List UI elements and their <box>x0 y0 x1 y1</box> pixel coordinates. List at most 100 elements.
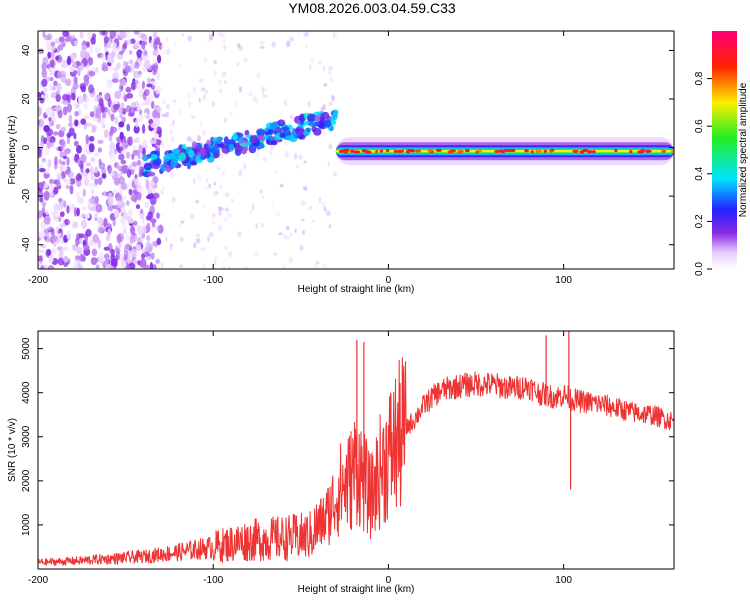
noise-cell <box>146 255 152 261</box>
noise-cell <box>283 100 288 106</box>
noise-cell <box>152 109 158 119</box>
noise-cell <box>72 221 78 229</box>
noise-cell <box>202 205 207 209</box>
noise-cell <box>146 188 152 194</box>
noise-cell <box>271 41 276 48</box>
noise-cell <box>80 219 87 229</box>
noise-cell <box>186 136 192 142</box>
tone-cell <box>146 171 156 177</box>
tone-peak <box>478 149 482 153</box>
noise-cell <box>135 73 143 79</box>
noise-cell <box>65 78 72 87</box>
noise-cell <box>120 102 125 109</box>
noise-cell <box>68 114 73 124</box>
noise-cell <box>38 191 44 199</box>
noise-cell <box>84 213 91 219</box>
snr-ticks: -200 -100 0 100 5000 4000 3000 2000 1000 <box>21 331 674 586</box>
noise-cell <box>156 212 160 219</box>
noise-cell <box>95 203 103 213</box>
x-tick-label: 0 <box>386 275 392 286</box>
noise-cell <box>41 206 46 216</box>
noise-cell <box>172 120 175 125</box>
tone-peak <box>499 150 506 154</box>
noise-cell <box>38 48 45 54</box>
noise-cell <box>243 266 249 269</box>
noise-cell <box>234 101 237 108</box>
x-tick-label: 100 <box>555 575 572 586</box>
noise-cell <box>56 45 61 54</box>
noise-cell <box>236 61 239 67</box>
noise-cell <box>160 262 164 269</box>
noise-cell <box>88 70 96 77</box>
noise-cell <box>136 49 143 58</box>
noise-cell <box>198 97 201 103</box>
noise-cell <box>58 216 62 223</box>
tone-peak <box>362 149 368 153</box>
noise-cell <box>47 51 52 59</box>
noise-cell <box>60 202 64 209</box>
noise-cell <box>284 140 289 146</box>
noise-cell <box>62 165 68 171</box>
noise-cell <box>153 192 160 199</box>
x-tick-label: 100 <box>555 275 572 286</box>
noise-cell <box>76 246 83 255</box>
noise-cell <box>90 157 96 162</box>
tone-peak <box>343 150 349 154</box>
noise-cell <box>120 215 126 224</box>
noise-cell <box>101 173 107 179</box>
noise-cell <box>48 117 52 122</box>
noise-cell <box>76 61 82 66</box>
tone-cell <box>267 128 274 135</box>
noise-cell <box>71 40 75 46</box>
noise-cell <box>140 225 147 234</box>
noise-cell <box>94 152 100 157</box>
noise-cell <box>180 236 184 243</box>
tone-cell <box>240 142 247 148</box>
noise-cell <box>139 152 143 162</box>
noise-cell <box>76 145 82 154</box>
noise-cell <box>161 186 167 191</box>
noise-cell <box>68 127 75 136</box>
noise-cell <box>282 264 285 269</box>
noise-cell <box>145 241 150 250</box>
noise-cell <box>38 262 41 268</box>
snr-x-label: Height of straight line (km) <box>298 584 415 595</box>
noise-cell <box>333 171 337 177</box>
noise-cell <box>97 238 102 249</box>
noise-cell <box>38 210 43 218</box>
noise-cell <box>80 118 86 125</box>
noise-cell <box>136 159 141 166</box>
noise-cell <box>73 207 78 217</box>
noise-cell <box>128 59 134 65</box>
noise-cell <box>51 234 58 242</box>
noise-cell <box>57 246 63 251</box>
noise-cell <box>38 146 42 156</box>
noise-cell <box>327 160 331 167</box>
noise-cell <box>60 126 67 132</box>
tone-cell <box>244 129 250 136</box>
noise-cell <box>59 149 64 159</box>
noise-cell <box>314 262 318 269</box>
noise-cell <box>60 144 65 152</box>
noise-cell <box>73 102 78 109</box>
noise-cell <box>43 92 49 101</box>
noise-cell <box>79 31 84 39</box>
tone-peak <box>530 150 534 154</box>
noise-cell <box>225 207 229 213</box>
noise-cell <box>148 118 154 125</box>
noise-cell <box>138 144 143 154</box>
noise-cell <box>200 120 203 128</box>
noise-cell <box>170 171 176 179</box>
noise-cell <box>66 156 70 166</box>
noise-cell <box>95 107 102 116</box>
noise-cell <box>222 45 227 50</box>
tone-cell <box>177 163 182 168</box>
noise-cell <box>285 226 290 231</box>
noise-cell <box>305 44 308 49</box>
noise-cell <box>318 60 322 66</box>
noise-cell <box>79 50 86 59</box>
noise-cell <box>49 76 54 82</box>
tone-cell <box>306 127 311 133</box>
noise-cell <box>168 129 173 136</box>
noise-cell <box>85 228 92 237</box>
